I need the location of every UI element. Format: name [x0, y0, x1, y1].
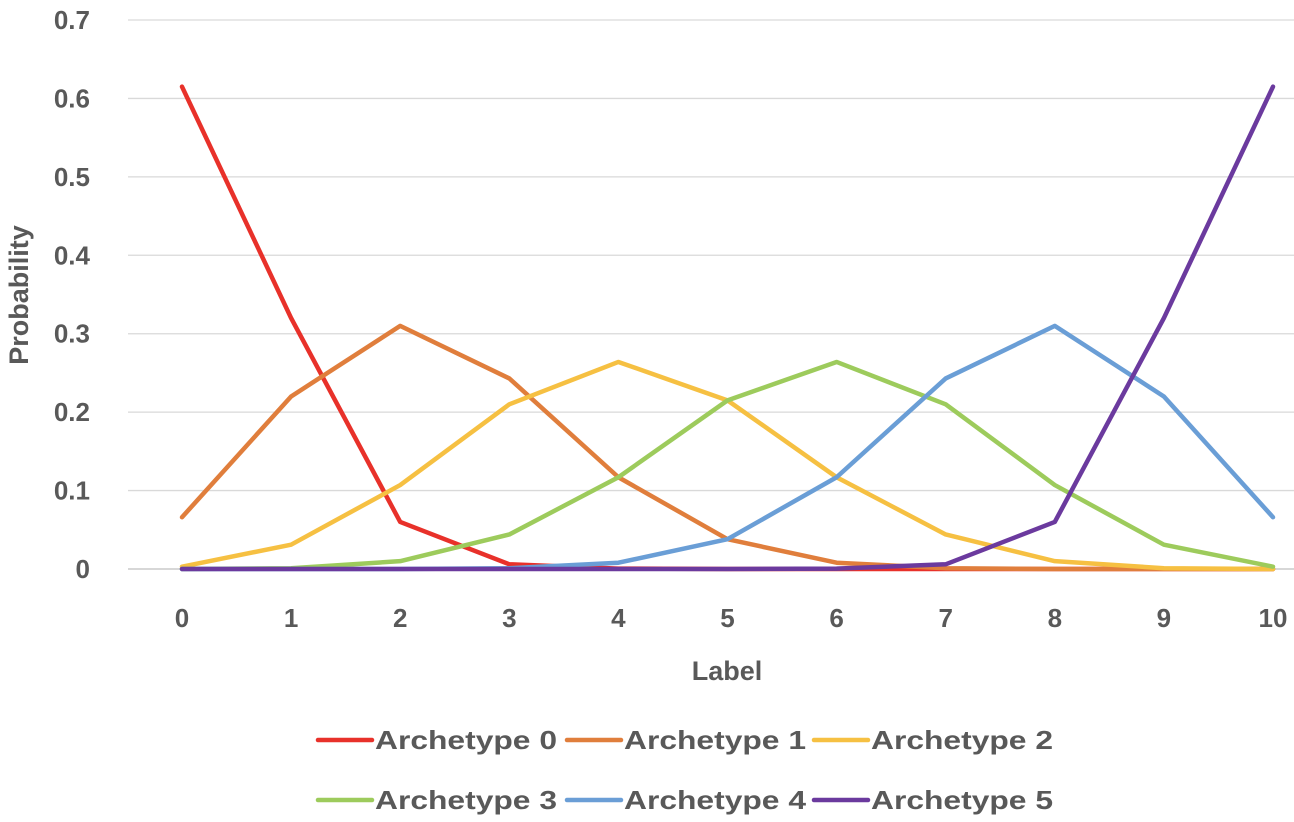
y-tick-label: 0 [76, 554, 90, 584]
legend-label: Archetype 5 [871, 785, 1053, 815]
series-line-0 [179, 84, 1276, 572]
legend-label: Archetype 3 [375, 785, 557, 815]
y-tick-label: 0.6 [54, 83, 90, 113]
y-tick-label: 0.1 [54, 476, 90, 506]
legend-item-2: Archetype 2 [811, 725, 1053, 755]
x-tick-label: 8 [1048, 603, 1062, 633]
y-tick-label: 0.7 [54, 5, 90, 35]
y-tick-labels: 0 0.1 0.2 0.3 0.4 0.5 0.6 0.7 [54, 5, 91, 584]
legend-label: Archetype 2 [871, 725, 1053, 755]
legend-item-5: Archetype 5 [811, 785, 1053, 815]
x-tick-label: 2 [393, 603, 407, 633]
legend-item-0: Archetype 0 [315, 725, 557, 755]
y-tick-label: 0.2 [54, 397, 90, 427]
x-tick-label: 1 [284, 603, 298, 633]
x-tick-labels: 0 1 2 3 4 5 6 7 8 9 10 [175, 603, 1288, 633]
y-tick-label: 0.5 [54, 162, 90, 192]
x-tick-label: 0 [175, 603, 189, 633]
y-tick-label: 0.3 [54, 319, 90, 349]
series-lines [179, 84, 1276, 572]
x-tick-label: 10 [1259, 603, 1288, 633]
legend-item-3: Archetype 3 [315, 785, 557, 815]
legend-label: Archetype 0 [375, 725, 557, 755]
x-tick-label: 9 [1157, 603, 1171, 633]
series-line-5 [179, 84, 1276, 572]
x-tick-label: 5 [720, 603, 734, 633]
legend: Archetype 0 Archetype 1 Archetype 2 Archety… [315, 725, 1053, 815]
x-tick-label: 7 [938, 603, 952, 633]
y-tick-label: 0.4 [54, 240, 91, 270]
series-line-3 [179, 359, 1276, 572]
legend-label: Archetype 4 [624, 785, 807, 815]
x-tick-label: 3 [502, 603, 516, 633]
legend-item-4: Archetype 4 [564, 785, 807, 815]
legend-label: Archetype 1 [624, 725, 806, 755]
legend-item-1: Archetype 1 [564, 725, 806, 755]
x-axis-label: Label [692, 656, 763, 686]
gridlines [128, 19, 1294, 570]
x-tick-label: 4 [611, 603, 626, 633]
y-axis-label: Probability [4, 225, 34, 365]
x-tick-label: 6 [829, 603, 843, 633]
